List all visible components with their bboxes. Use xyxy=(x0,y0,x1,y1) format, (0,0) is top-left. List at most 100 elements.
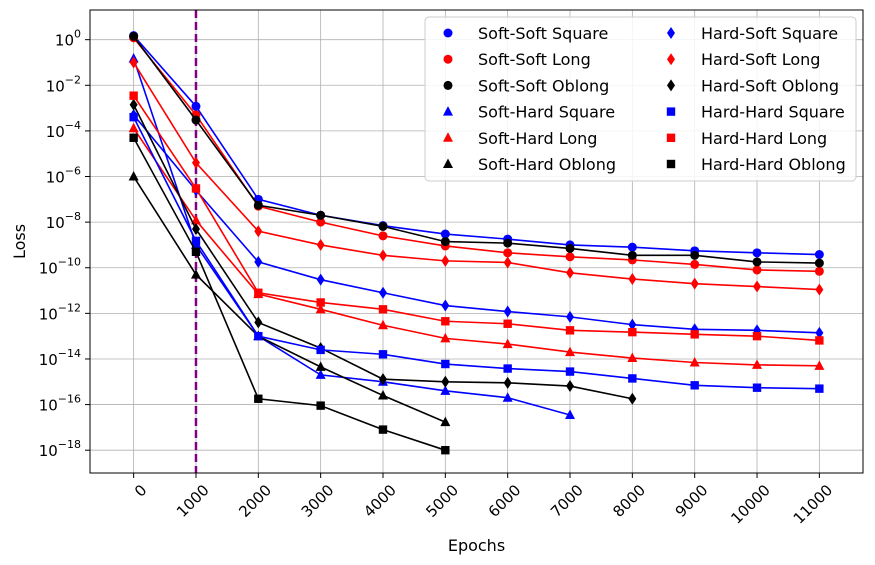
data-point xyxy=(129,91,138,100)
data-point xyxy=(628,392,637,405)
y-axis-ticks: 10−18 10−16 10−14 10−12 10−10 10−8 10−6 10−4 10−… xyxy=(39,28,90,460)
legend-label: Soft-Hard Oblong xyxy=(478,155,616,174)
data-point xyxy=(254,394,263,403)
data-point xyxy=(503,319,512,328)
data-point xyxy=(503,364,512,373)
data-point xyxy=(129,31,139,41)
data-point xyxy=(814,266,824,276)
legend-label: Hard-Soft Oblong xyxy=(701,76,839,95)
data-point xyxy=(628,273,637,286)
data-point xyxy=(566,310,575,323)
data-point xyxy=(565,243,575,253)
legend-label: Hard-Soft Long xyxy=(701,50,820,69)
data-point xyxy=(254,288,263,297)
data-point xyxy=(627,242,637,252)
series-line xyxy=(132,116,820,390)
data-point xyxy=(565,252,575,262)
data-point xyxy=(316,345,325,355)
data-point xyxy=(254,255,263,268)
data-point xyxy=(378,286,387,299)
data-point xyxy=(315,361,326,371)
x-tick-label: 11000 xyxy=(790,481,836,527)
data-point xyxy=(502,338,513,349)
data-point xyxy=(378,221,388,231)
data-point xyxy=(191,101,201,111)
data-point xyxy=(503,376,512,389)
x-tick-label: 3000 xyxy=(298,481,338,521)
y-tick-label: 10−2 xyxy=(46,73,81,95)
y-tick-label: 10−6 xyxy=(46,165,81,187)
data-point xyxy=(565,326,575,335)
data-point xyxy=(129,56,138,69)
data-point xyxy=(628,318,637,331)
y-tick-label: 100 xyxy=(55,28,81,50)
series-line xyxy=(133,114,820,334)
y-tick-label: 10−14 xyxy=(39,347,81,369)
x-tick-label: 9000 xyxy=(672,481,712,521)
data-point xyxy=(190,269,201,279)
data-point xyxy=(503,256,512,269)
series-hard-soft-long xyxy=(129,56,824,296)
data-point xyxy=(441,359,450,369)
legend-marker xyxy=(443,28,453,38)
data-point xyxy=(440,416,451,427)
series-hard-hard-long xyxy=(129,91,824,345)
legend-label: Hard-Hard Long xyxy=(701,129,827,148)
data-point xyxy=(378,231,388,241)
data-point xyxy=(752,331,762,341)
y-tick-label: 10−4 xyxy=(46,119,81,141)
series-layer xyxy=(128,31,825,455)
series-line xyxy=(132,62,820,291)
legend-item: Hard-Hard Oblong xyxy=(666,155,846,174)
x-axis-title: Epochs xyxy=(448,536,505,555)
x-axis-ticks: 0 1000 2000 3000 4000 5000 6000 7000 8000 9000 100… xyxy=(131,473,836,528)
data-point xyxy=(191,236,201,246)
legend-marker xyxy=(666,159,676,169)
legend-item: Hard-Soft Long xyxy=(667,50,820,69)
x-tick-label: 1000 xyxy=(173,481,213,521)
legend-label: Soft-Soft Oblong xyxy=(478,76,609,95)
legend-label: Hard-Soft Square xyxy=(701,24,838,43)
y-tick-label: 10−8 xyxy=(46,210,81,232)
legend-marker xyxy=(443,80,453,90)
series-soft-soft-oblong xyxy=(129,31,824,268)
legend-item: Hard-Hard Long xyxy=(666,129,827,148)
plot-frame xyxy=(89,9,864,474)
legend-item: Soft-Soft Square xyxy=(443,24,608,43)
data-point xyxy=(690,381,699,390)
legend-label: Hard-Hard Square xyxy=(701,103,845,122)
data-point xyxy=(315,369,326,379)
data-point xyxy=(129,133,138,142)
y-axis-title: Loss xyxy=(10,224,29,259)
legend-marker xyxy=(667,27,675,39)
x-tick-label: 6000 xyxy=(485,481,525,521)
data-point xyxy=(690,250,700,260)
data-point xyxy=(316,401,325,410)
data-point xyxy=(378,373,387,386)
data-point xyxy=(254,225,263,238)
series-hard-soft-oblong xyxy=(129,98,637,405)
data-point xyxy=(190,214,201,225)
data-point xyxy=(316,210,326,220)
data-point xyxy=(378,305,388,314)
legend-box xyxy=(424,16,857,182)
data-point xyxy=(378,425,388,434)
legend-marker xyxy=(443,106,453,116)
data-point xyxy=(565,367,575,376)
x-tick-label: 5000 xyxy=(422,481,462,521)
data-point xyxy=(815,384,824,393)
data-point xyxy=(441,375,450,388)
y-tick-label: 10−12 xyxy=(39,301,81,323)
legend-marker xyxy=(667,53,675,66)
legend-label: Soft-Hard Square xyxy=(478,103,615,122)
data-point xyxy=(254,331,263,341)
series-soft-hard-square xyxy=(128,52,576,419)
data-point xyxy=(752,383,762,392)
data-point xyxy=(441,317,450,326)
data-point xyxy=(441,299,450,312)
y-tick-label: 10−16 xyxy=(39,393,81,415)
data-point xyxy=(191,115,201,125)
data-point xyxy=(690,277,699,290)
data-point xyxy=(502,392,513,402)
